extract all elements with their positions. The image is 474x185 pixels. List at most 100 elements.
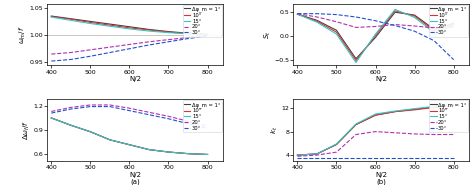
30°: [412, 157, 418, 159]
30°: [107, 51, 113, 54]
10°: [294, 154, 300, 156]
10°: [353, 123, 359, 126]
20°: [88, 104, 93, 106]
30°: [127, 48, 132, 50]
X-axis label: N/2
(b): N/2 (b): [375, 171, 387, 185]
30°: [127, 110, 132, 112]
20°: [205, 125, 210, 127]
30°: [88, 105, 93, 108]
15°: [412, 107, 418, 110]
20°: [127, 43, 132, 46]
10°: [392, 110, 398, 113]
Δφ_m = 1°: [107, 23, 113, 25]
30°: [185, 37, 191, 40]
30°: [373, 157, 378, 159]
10°: [68, 124, 73, 126]
Δφ_m = 1°: [334, 29, 339, 31]
X-axis label: N/2: N/2: [129, 76, 141, 82]
30°: [205, 35, 210, 37]
30°: [334, 14, 339, 16]
Δφ_m = 1°: [107, 139, 113, 141]
15°: [107, 25, 113, 27]
20°: [451, 26, 456, 28]
Line: 20°: 20°: [297, 132, 454, 156]
20°: [107, 104, 113, 106]
15°: [88, 131, 93, 133]
Δφ_m = 1°: [314, 19, 320, 21]
Line: 10°: 10°: [297, 106, 454, 155]
30°: [48, 112, 54, 114]
10°: [205, 153, 210, 156]
15°: [165, 32, 171, 34]
20°: [431, 133, 437, 136]
15°: [392, 110, 398, 112]
10°: [412, 15, 418, 17]
30°: [165, 41, 171, 43]
15°: [146, 30, 152, 32]
20°: [48, 53, 54, 55]
10°: [334, 31, 339, 33]
10°: [412, 109, 418, 111]
Δφ_m = 1°: [146, 149, 152, 151]
10°: [294, 13, 300, 15]
Δφ_m = 1°: [431, 106, 437, 108]
10°: [431, 30, 437, 32]
15°: [431, 105, 437, 107]
30°: [48, 60, 54, 62]
10°: [205, 33, 210, 35]
20°: [165, 115, 171, 117]
15°: [127, 28, 132, 30]
Legend: Δφ_m = 1°, 10°, 15°, 20°, 30°: Δφ_m = 1°, 10°, 15°, 20°, 30°: [428, 100, 468, 132]
20°: [353, 26, 359, 28]
30°: [451, 59, 456, 61]
X-axis label: N/2: N/2: [375, 76, 387, 82]
20°: [88, 49, 93, 51]
Line: 10°: 10°: [51, 118, 208, 154]
20°: [373, 25, 378, 28]
Y-axis label: $S_t$: $S_t$: [263, 30, 273, 39]
15°: [334, 33, 339, 35]
20°: [431, 27, 437, 29]
10°: [451, 105, 456, 107]
20°: [68, 51, 73, 54]
15°: [205, 153, 210, 156]
30°: [392, 24, 398, 27]
15°: [431, 31, 437, 34]
20°: [451, 133, 456, 136]
Δφ_m = 1°: [353, 123, 359, 126]
10°: [127, 144, 132, 146]
Y-axis label: $k_t$: $k_t$: [270, 126, 280, 134]
10°: [373, 114, 378, 116]
30°: [107, 105, 113, 108]
Δφ_m = 1°: [88, 131, 93, 133]
20°: [392, 23, 398, 26]
Δφ_m = 1°: [392, 11, 398, 13]
15°: [146, 149, 152, 151]
20°: [373, 130, 378, 133]
Δφ_m = 1°: [146, 28, 152, 31]
Δφ_m = 1°: [185, 32, 191, 34]
15°: [314, 21, 320, 23]
Δφ_m = 1°: [314, 153, 320, 155]
15°: [88, 22, 93, 25]
15°: [48, 16, 54, 18]
30°: [68, 58, 73, 60]
30°: [165, 118, 171, 120]
20°: [314, 16, 320, 18]
Δφ_m = 1°: [165, 151, 171, 153]
Δφ_m = 1°: [373, 36, 378, 38]
Δφ_m = 1°: [127, 144, 132, 146]
15°: [451, 103, 456, 106]
Line: 15°: 15°: [297, 9, 454, 63]
Δφ_m = 1°: [451, 104, 456, 106]
15°: [392, 8, 398, 11]
15°: [205, 33, 210, 35]
Legend: Δφ_m = 1°, 10°, 15°, 20°, 30°: Δφ_m = 1°, 10°, 15°, 20°, 30°: [182, 5, 222, 37]
15°: [294, 154, 300, 156]
10°: [353, 60, 359, 62]
15°: [127, 144, 132, 146]
20°: [146, 41, 152, 43]
10°: [185, 153, 191, 155]
Δφ_m = 1°: [205, 153, 210, 156]
30°: [392, 157, 398, 159]
